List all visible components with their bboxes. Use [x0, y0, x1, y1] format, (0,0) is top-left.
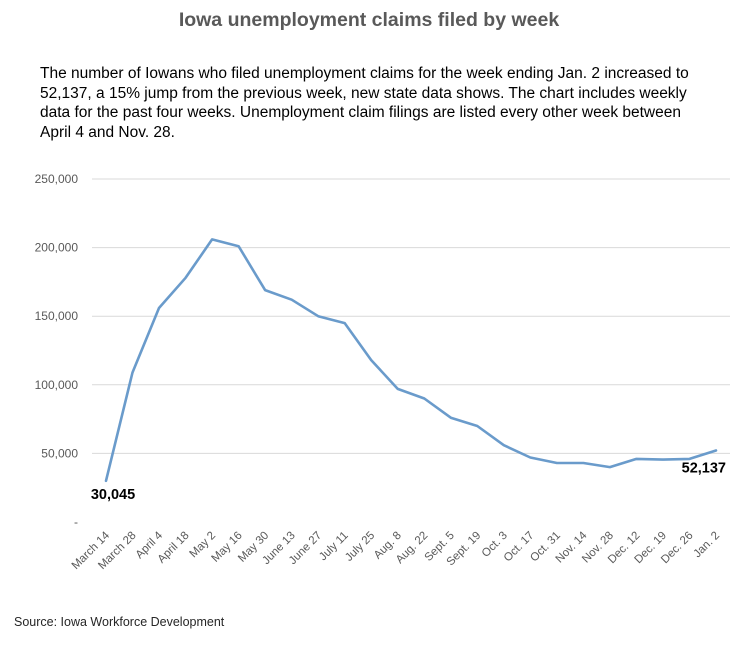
- y-tick-label: -: [74, 515, 78, 529]
- y-tick-label: 200,000: [35, 241, 79, 255]
- y-axis-ticks: - 50,000 100,000 150,000 200,000 250,000: [35, 172, 79, 529]
- y-tick-label: 50,000: [41, 446, 78, 460]
- y-tick-label: 250,000: [35, 172, 79, 186]
- y-tick-label: 150,000: [35, 309, 79, 323]
- annotations: 30,045 52,137: [91, 460, 726, 502]
- x-tick-label: July 25: [343, 530, 377, 564]
- chart-title: Iowa unemployment claims filed by week: [178, 9, 560, 31]
- x-tick-label: Jan. 2: [691, 530, 722, 561]
- line-chart: - 50,000 100,000 150,000 200,000 250,000 Marc…: [35, 172, 730, 572]
- y-tick-label: 100,000: [35, 378, 79, 392]
- data-label: 52,137: [682, 460, 726, 476]
- series-layer: [104, 238, 718, 483]
- series-line: [104, 238, 718, 483]
- source-note: Source: Iowa Workforce Development: [14, 615, 225, 629]
- gridlines: [92, 178, 730, 454]
- data-label: 30,045: [91, 487, 135, 503]
- chart-description: The number of Iowans who filed unemploym…: [40, 65, 689, 141]
